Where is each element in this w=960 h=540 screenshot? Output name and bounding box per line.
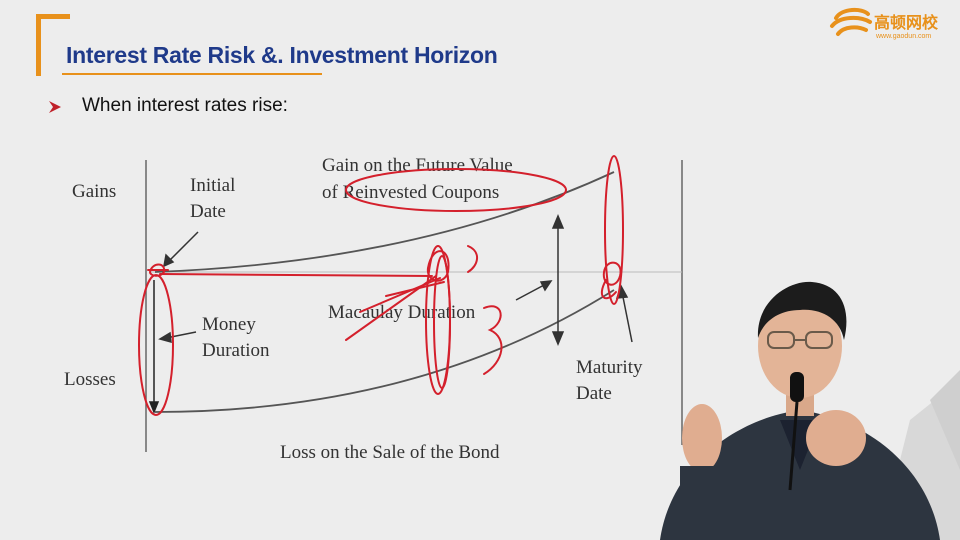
page-title: Interest Rate Risk &. Investment Horizon xyxy=(66,42,498,68)
loss-on-sale-label: Loss on the Sale of the Bond xyxy=(280,442,500,463)
strike-line xyxy=(159,273,433,277)
logo-text: 高顿网校 xyxy=(874,13,939,32)
coupon-circle xyxy=(345,168,567,212)
losses-label: Losses xyxy=(64,369,116,390)
gains-label: Gains xyxy=(72,181,116,202)
money-duration-label-line2: Duration xyxy=(202,340,270,361)
initial-date-label-line1: Initial xyxy=(190,175,235,196)
bg-stripe xyxy=(930,370,960,470)
money-duration-span-arrow xyxy=(148,280,160,415)
presenter-face xyxy=(758,294,842,398)
macaulay-arrow xyxy=(515,280,553,301)
microphone-icon xyxy=(788,372,804,491)
maturity-loop xyxy=(604,155,624,305)
title-underline xyxy=(62,73,322,75)
macaulay-duration-label: Macaulay Duration xyxy=(328,302,476,323)
initial-knot xyxy=(149,263,166,277)
macaulay-slash-3 xyxy=(385,281,445,297)
brand-logo: 高顿网校 www.gaodun.com xyxy=(828,4,958,46)
vertical-range-arrow xyxy=(551,214,565,346)
presenter-right-hand xyxy=(806,410,866,466)
maturity-date-label-line2: Date xyxy=(576,383,612,404)
macaulay-knot xyxy=(426,250,450,282)
logo-url: www.gaodun.com xyxy=(876,33,932,40)
future-value-label-line1: Gain on the Future Value xyxy=(322,155,513,176)
money-duration-loop xyxy=(138,274,174,416)
presenter-hair xyxy=(757,281,847,340)
logo-mark-icon xyxy=(830,7,872,36)
macaulay-slash-2 xyxy=(359,277,441,313)
squiggle-top xyxy=(467,245,478,273)
upper-curve xyxy=(154,171,615,273)
arrow-bullet-icon xyxy=(49,101,61,113)
money-duration-arrow xyxy=(158,331,197,344)
initial-date-label-line2: Date xyxy=(190,201,226,222)
macaulay-loop-b xyxy=(433,255,451,389)
title-bracket xyxy=(36,14,70,76)
bullet-text: When interest rates rise: xyxy=(82,95,288,116)
presenter-video xyxy=(660,281,960,540)
red-annotations xyxy=(138,155,624,416)
future-value-label-line2: of Reinvested Coupons xyxy=(322,182,499,203)
presenter-left-sleeve xyxy=(680,466,724,540)
squiggle-three xyxy=(483,305,503,375)
presenter-left-hand xyxy=(682,404,722,472)
presenter-jacket xyxy=(660,410,940,540)
maturity-date-label-line1: Maturity xyxy=(576,357,643,378)
maturity-tail xyxy=(600,279,617,300)
money-duration-label-line1: Money xyxy=(202,314,256,335)
lower-curve xyxy=(154,289,615,413)
initial-date-arrow xyxy=(163,231,199,268)
glasses-icon xyxy=(767,331,833,349)
